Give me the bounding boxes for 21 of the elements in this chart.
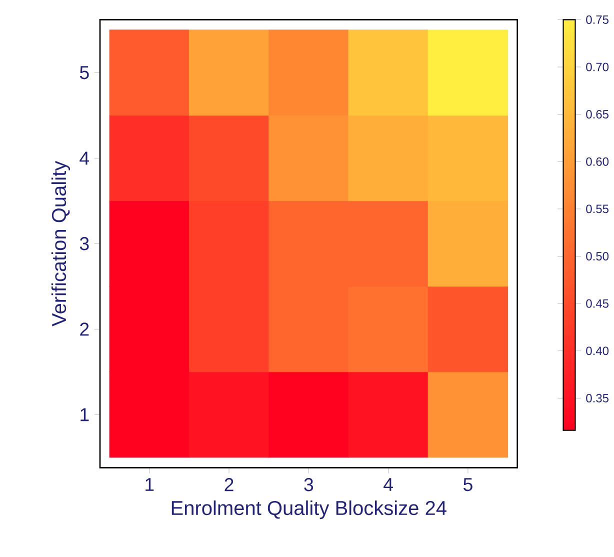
y-tick-label: 4 [80,152,90,165]
x-tick-label: 2 [224,478,234,492]
color-bar-label: 0.75 [586,15,609,24]
color-bar-label: 0.35 [586,394,609,402]
x-tick-label: 3 [304,478,314,492]
y-tick-label: 2 [80,322,89,336]
y-axis-title: Verification Quality [51,160,70,326]
color-bar-label: 0.70 [586,62,609,72]
x-tick-label: 1 [146,478,154,491]
color-bar-label: 0.45 [586,299,609,308]
color-bar-label: 0.50 [586,252,609,260]
x-axis-title: Enrolment Quality Blocksize 24 [172,500,446,520]
color-bar-label: 0.65 [586,110,609,119]
y-tick-label: 5 [80,66,89,80]
y-tick-label: 3 [80,237,89,250]
color-bar-label: 0.60 [586,157,609,166]
color-bar-label: 0.55 [586,204,609,214]
y-tick-label: 1 [80,408,89,422]
x-tick-label: 4 [384,478,393,491]
x-tick-label: 5 [464,478,472,492]
color-bar-label: 0.40 [586,346,609,356]
